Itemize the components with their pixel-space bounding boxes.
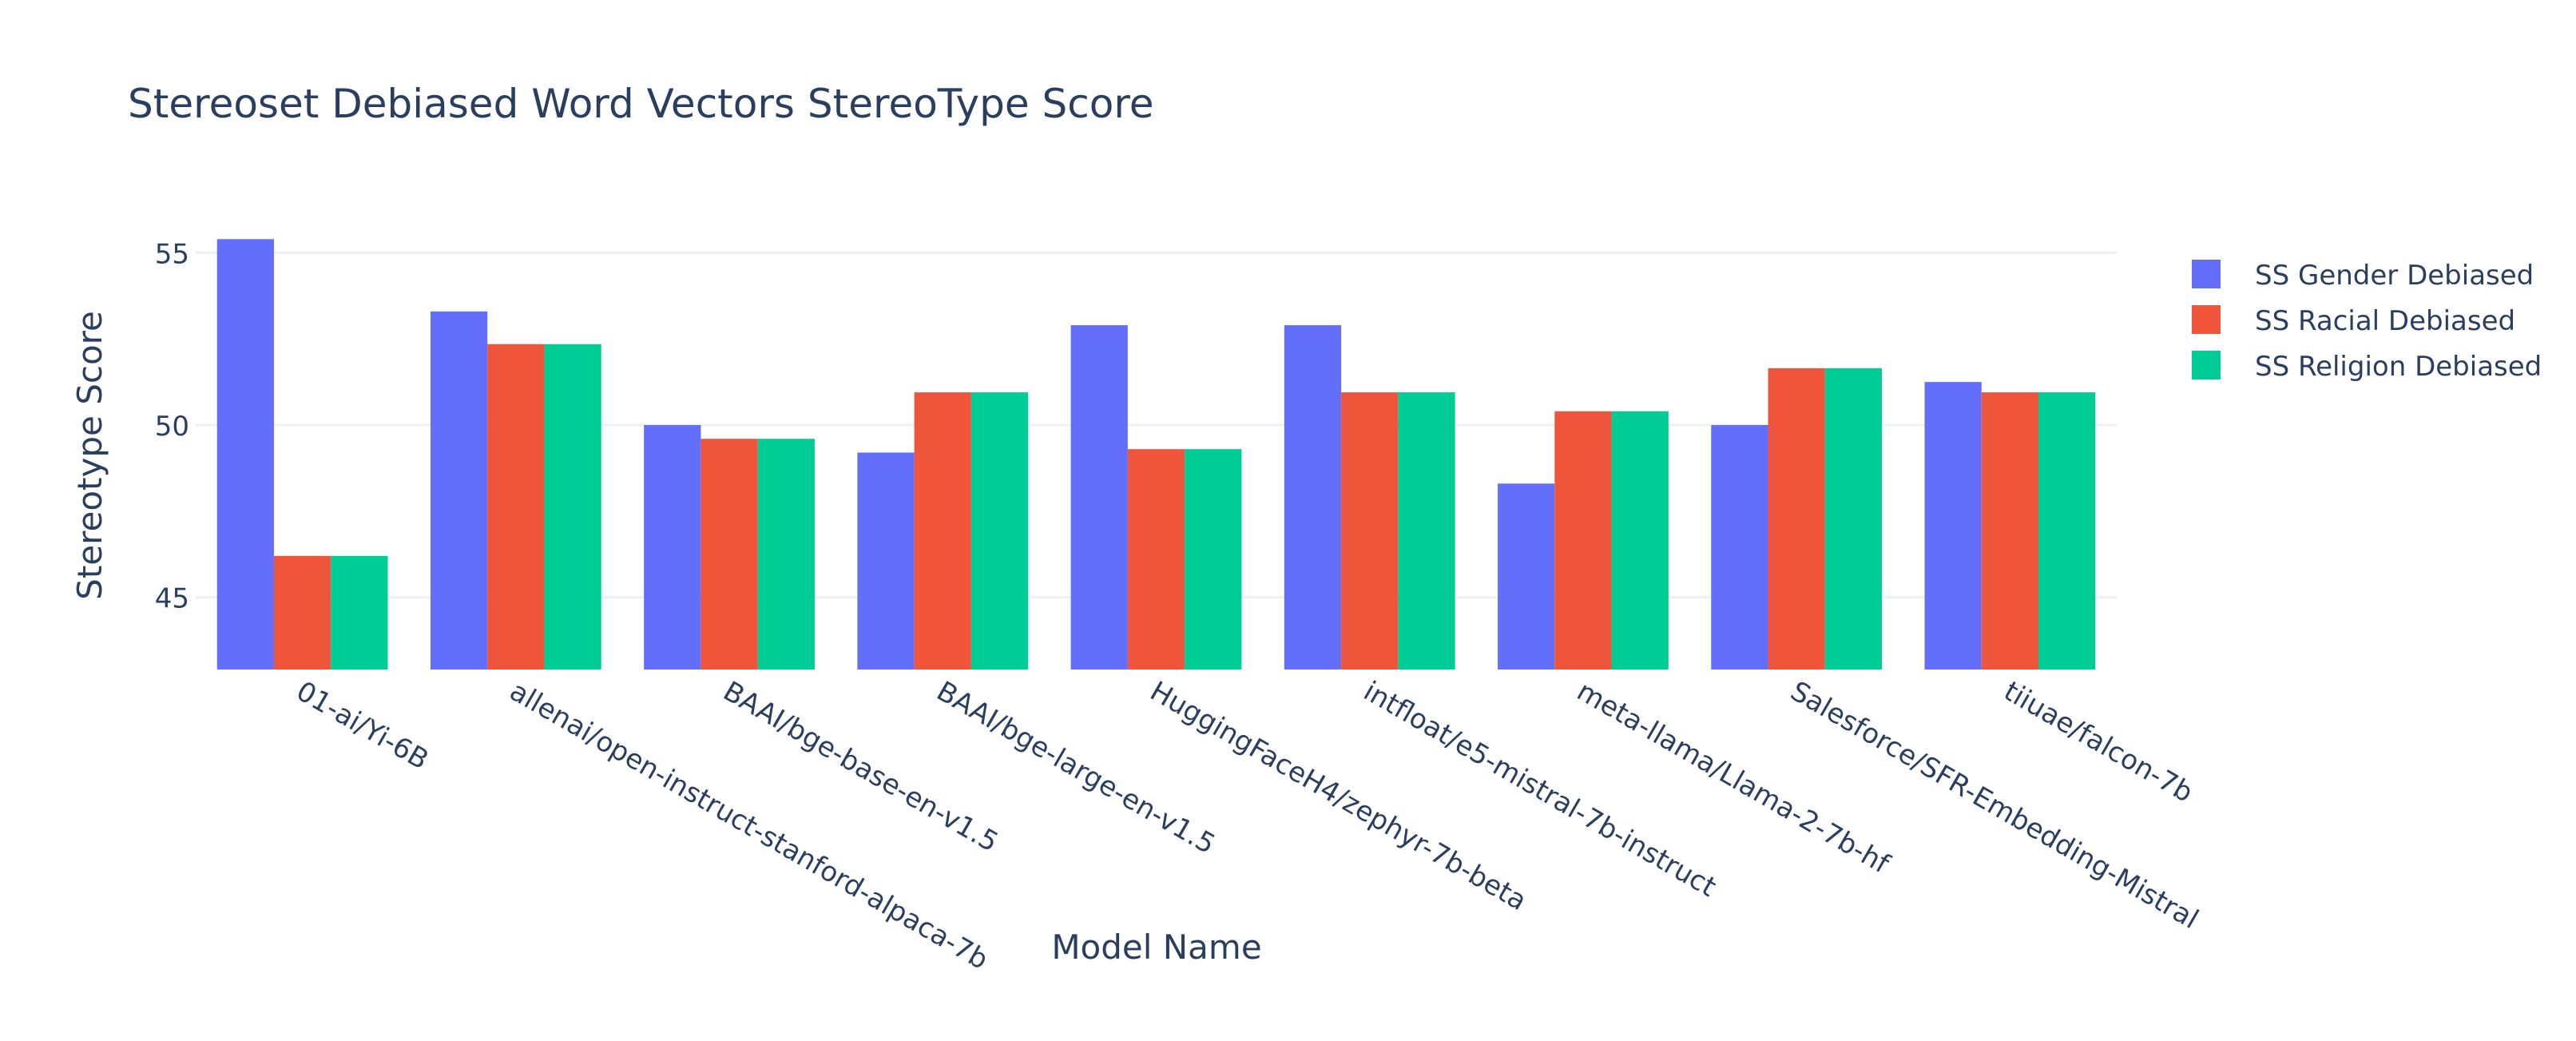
bar-ss-gender-debiased[interactable] bbox=[1070, 325, 1128, 669]
y-tick-labels: 45 50 55 bbox=[155, 239, 189, 615]
bars bbox=[216, 239, 2096, 670]
bar-ss-religion-debiased[interactable] bbox=[1398, 392, 1455, 669]
chart-title: Stereoset Debiased Word Vectors StereoTy… bbox=[128, 81, 1154, 127]
bar-ss-racial-debiased[interactable] bbox=[1341, 392, 1399, 669]
bar-ss-religion-debiased[interactable] bbox=[970, 392, 1029, 669]
x-axis-title: Model Name bbox=[1051, 928, 1261, 967]
y-tick-label: 45 bbox=[155, 583, 189, 615]
y-tick-label: 55 bbox=[155, 239, 189, 271]
bar-ss-religion-debiased[interactable] bbox=[331, 555, 388, 669]
legend-label: SS Gender Debiased bbox=[2255, 260, 2534, 292]
legend-label: SS Racial Debiased bbox=[2255, 305, 2515, 337]
bar-ss-racial-debiased[interactable] bbox=[487, 344, 545, 669]
legend-item[interactable]: SS Racial Debiased bbox=[2192, 305, 2515, 337]
bar-ss-gender-debiased[interactable] bbox=[216, 239, 274, 669]
bar-ss-gender-debiased[interactable] bbox=[644, 425, 701, 669]
bar-ss-racial-debiased[interactable] bbox=[1981, 392, 2039, 669]
bar-ss-racial-debiased[interactable] bbox=[1768, 368, 1825, 669]
bar-ss-racial-debiased[interactable] bbox=[1127, 449, 1185, 669]
bar-ss-religion-debiased[interactable] bbox=[1185, 449, 1242, 669]
y-tick-label: 50 bbox=[155, 411, 189, 443]
legend-swatch bbox=[2192, 305, 2221, 334]
y-axis-title: Stereotype Score bbox=[70, 311, 109, 600]
legend-item[interactable]: SS Religion Debiased bbox=[2192, 351, 2542, 383]
legend: SS Gender Debiased SS Racial Debiased SS R… bbox=[2192, 260, 2542, 383]
bar-ss-racial-debiased[interactable] bbox=[1554, 411, 1612, 669]
bar-ss-gender-debiased[interactable] bbox=[1498, 483, 1555, 669]
legend-label: SS Religion Debiased bbox=[2255, 351, 2542, 383]
bar-ss-racial-debiased[interactable] bbox=[701, 439, 758, 669]
bar-ss-racial-debiased[interactable] bbox=[273, 555, 331, 669]
bar-ss-gender-debiased[interactable] bbox=[1924, 382, 1982, 669]
bar-ss-religion-debiased[interactable] bbox=[2038, 392, 2096, 669]
legend-swatch bbox=[2192, 260, 2221, 288]
legend-swatch bbox=[2192, 351, 2221, 379]
bar-ss-religion-debiased[interactable] bbox=[1611, 411, 1669, 669]
legend-item[interactable]: SS Gender Debiased bbox=[2192, 260, 2534, 292]
bar-ss-racial-debiased[interactable] bbox=[914, 392, 971, 669]
bar-ss-gender-debiased[interactable] bbox=[1711, 425, 1768, 669]
bar-ss-religion-debiased[interactable] bbox=[757, 439, 815, 669]
bar-ss-gender-debiased[interactable] bbox=[1284, 325, 1342, 669]
bar-ss-religion-debiased[interactable] bbox=[544, 344, 601, 669]
bar-ss-gender-debiased[interactable] bbox=[430, 311, 488, 669]
bar-ss-religion-debiased[interactable] bbox=[1824, 368, 1883, 669]
bar-ss-gender-debiased[interactable] bbox=[857, 452, 915, 670]
